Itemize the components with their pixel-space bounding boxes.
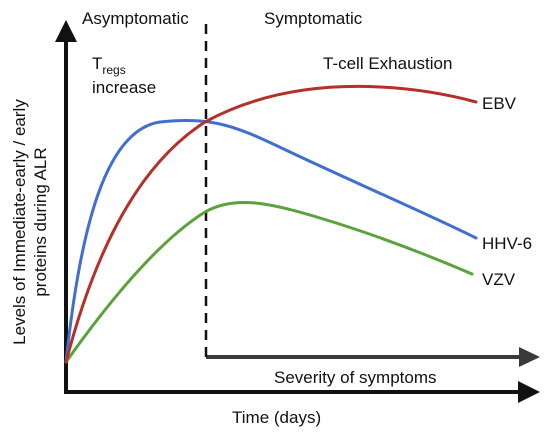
y-axis-label-line1: Levels of Immediate-early / early [10,99,29,345]
curve-ebv [64,84,478,364]
severity-axis-arrow-icon [519,347,540,367]
tregs-label-line2: increase [92,78,156,97]
tregs-subscript: regs [102,63,125,77]
phase-label-symptomatic: Symptomatic [264,9,363,28]
curve-vzv [64,200,474,364]
curve-label-vzv: VZV [482,270,516,289]
y-axis-label-line2: proteins during ALR [31,147,50,296]
exhaustion-label: T-cell Exhaustion [323,54,452,73]
x-axis-label: Time (days) [232,408,321,427]
tregs-label: Tregs [92,54,126,77]
y-axis-label: Levels of Immediate-early / early protei… [10,99,50,345]
curve-label-ebv: EBV [482,94,517,113]
y-axis-arrow-icon [55,20,77,42]
tregs-main: T [92,54,102,73]
curve-label-hhv6: HHV-6 [482,234,532,253]
x-axis-arrow-icon [518,381,540,403]
curve-hhv6 [64,118,478,364]
severity-label: Severity of symptoms [274,368,437,387]
phase-label-asymptomatic: Asymptomatic [82,9,189,28]
